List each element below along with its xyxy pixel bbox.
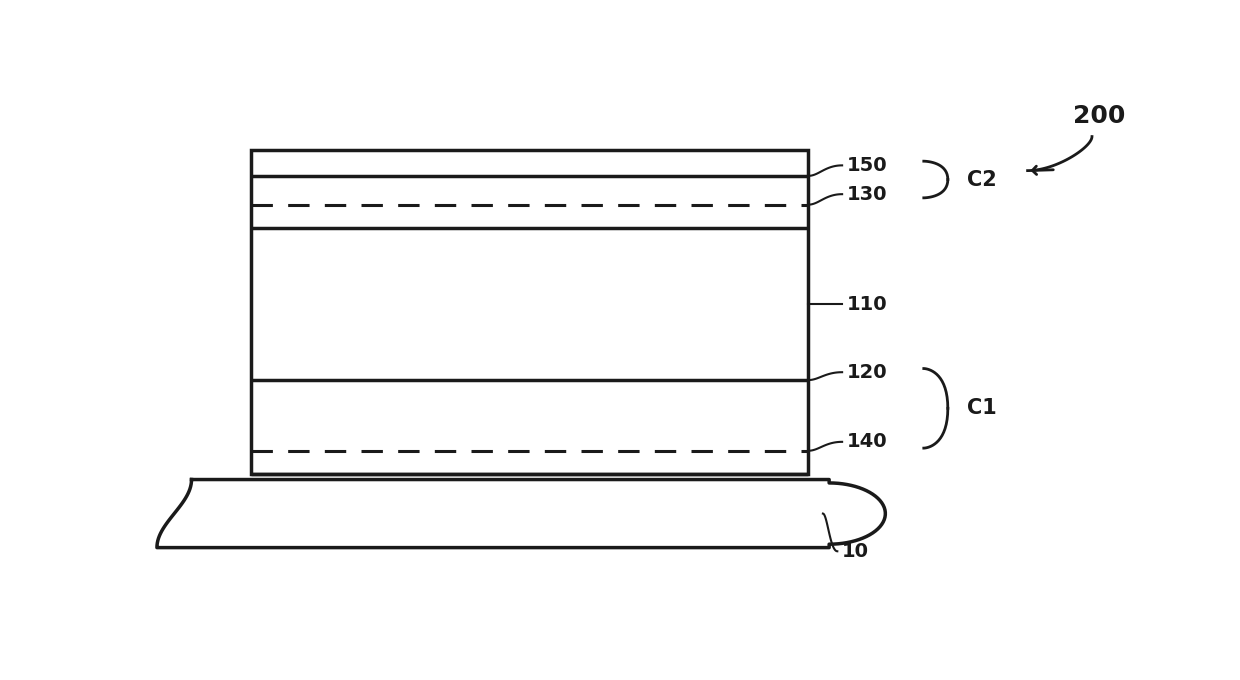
Text: 110: 110 — [847, 294, 888, 313]
Text: C2: C2 — [967, 169, 997, 190]
Text: 120: 120 — [847, 362, 888, 381]
Text: 200: 200 — [1073, 103, 1125, 128]
Text: 150: 150 — [847, 156, 888, 175]
Text: 130: 130 — [847, 185, 888, 204]
Bar — [250, 150, 808, 475]
Text: 140: 140 — [847, 432, 888, 452]
Text: C1: C1 — [967, 398, 997, 418]
Text: 10: 10 — [842, 542, 869, 561]
